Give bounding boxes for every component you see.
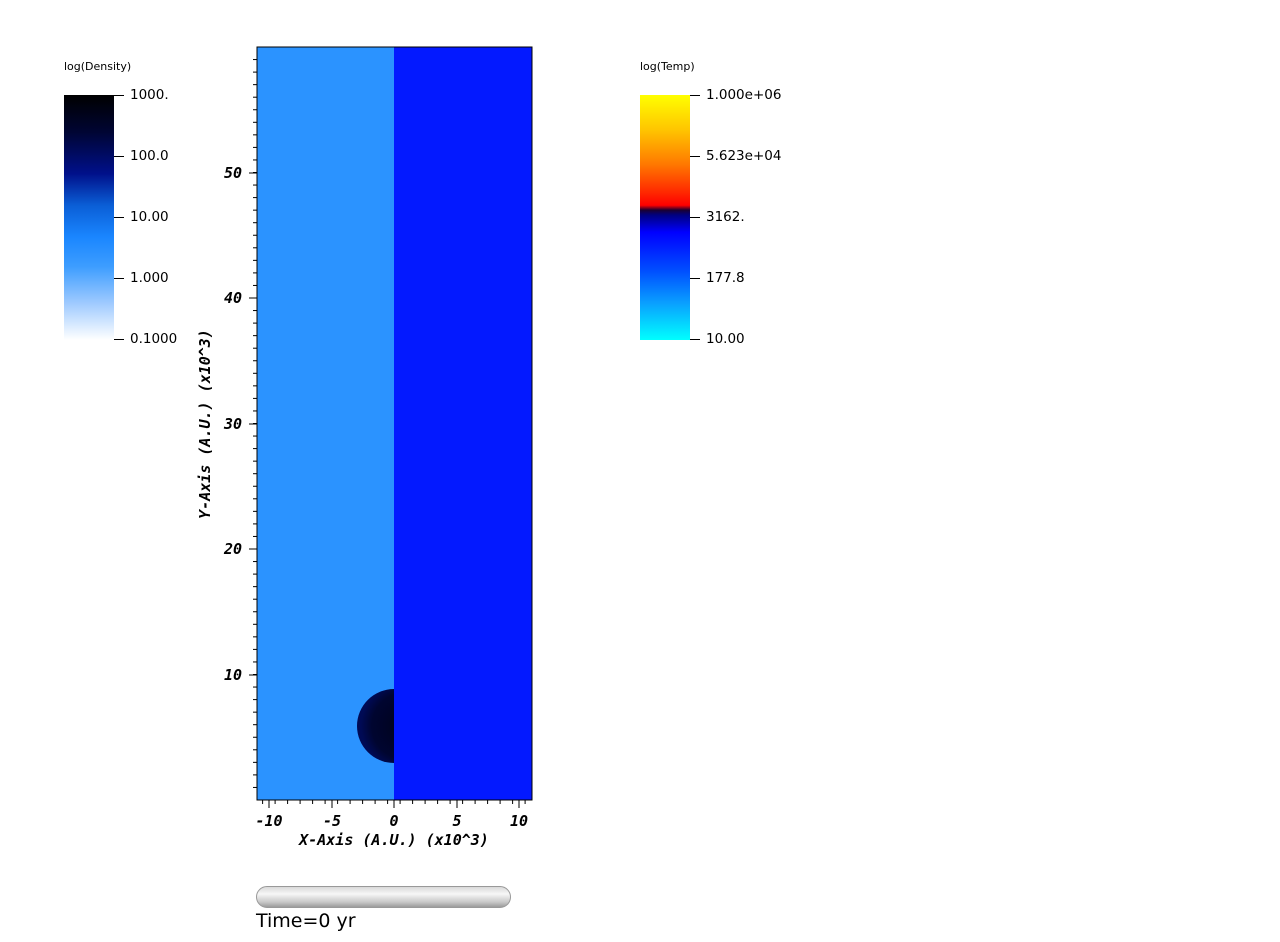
temp-legend-title: log(Temp) [640,60,695,73]
density-tick-label: 10.00 [130,209,169,225]
y-tick-label: 30 [223,415,242,433]
temp-tick-label: 5.623e+04 [706,148,782,164]
temp-tick-label: 177.8 [706,270,745,286]
density-tick-label: 100.0 [130,148,169,164]
density-colorbar [64,95,114,340]
density-tick-mark [114,95,124,96]
x-major-ticks [268,800,520,808]
time-slider[interactable] [256,886,511,908]
temp-tick-label: 1.000e+06 [706,87,782,103]
density-tick-label: 1.000 [130,270,169,286]
x-axis-label: X-Axis (A.U.) (x10^3) [297,831,489,849]
density-tick-label: 1000. [130,87,169,103]
x-tick-label: -5 [323,812,341,830]
y-tick-label: 20 [223,540,242,558]
x-tick-label: 0 [389,812,398,830]
density-tick-mark [114,156,124,157]
density-tick-mark [114,217,124,218]
time-label: Time=0 yr [256,910,356,932]
temp-tick-label: 10.00 [706,331,745,347]
x-tick-label: 10 [510,812,528,830]
y-major-ticks [249,172,257,676]
x-tick-label: -10 [255,812,282,830]
y-tick-label: 50 [224,164,242,182]
temp-tick-mark [690,95,700,96]
density-tick-mark [114,339,124,340]
x-tick-label: 5 [452,812,461,830]
density-tick-mark [114,278,124,279]
temp-tick-mark [690,278,700,279]
temp-tick-mark [690,217,700,218]
temp-tick-mark [690,339,700,340]
dense-clump [357,689,394,763]
x-minor-ticks [262,800,526,804]
temp-colorbar [640,95,690,340]
density-panel [257,47,394,800]
y-axis-label: Y-Axis (A.U.) (x10^3) [196,329,214,519]
temp-tick-mark [690,156,700,157]
temperature-panel [394,47,532,800]
density-tick-label: 0.1000 [130,331,178,347]
temp-tick-label: 3162. [706,209,745,225]
density-legend-title: log(Density) [64,60,132,73]
y-tick-label: 40 [224,289,242,307]
y-tick-label: 10 [224,666,242,684]
